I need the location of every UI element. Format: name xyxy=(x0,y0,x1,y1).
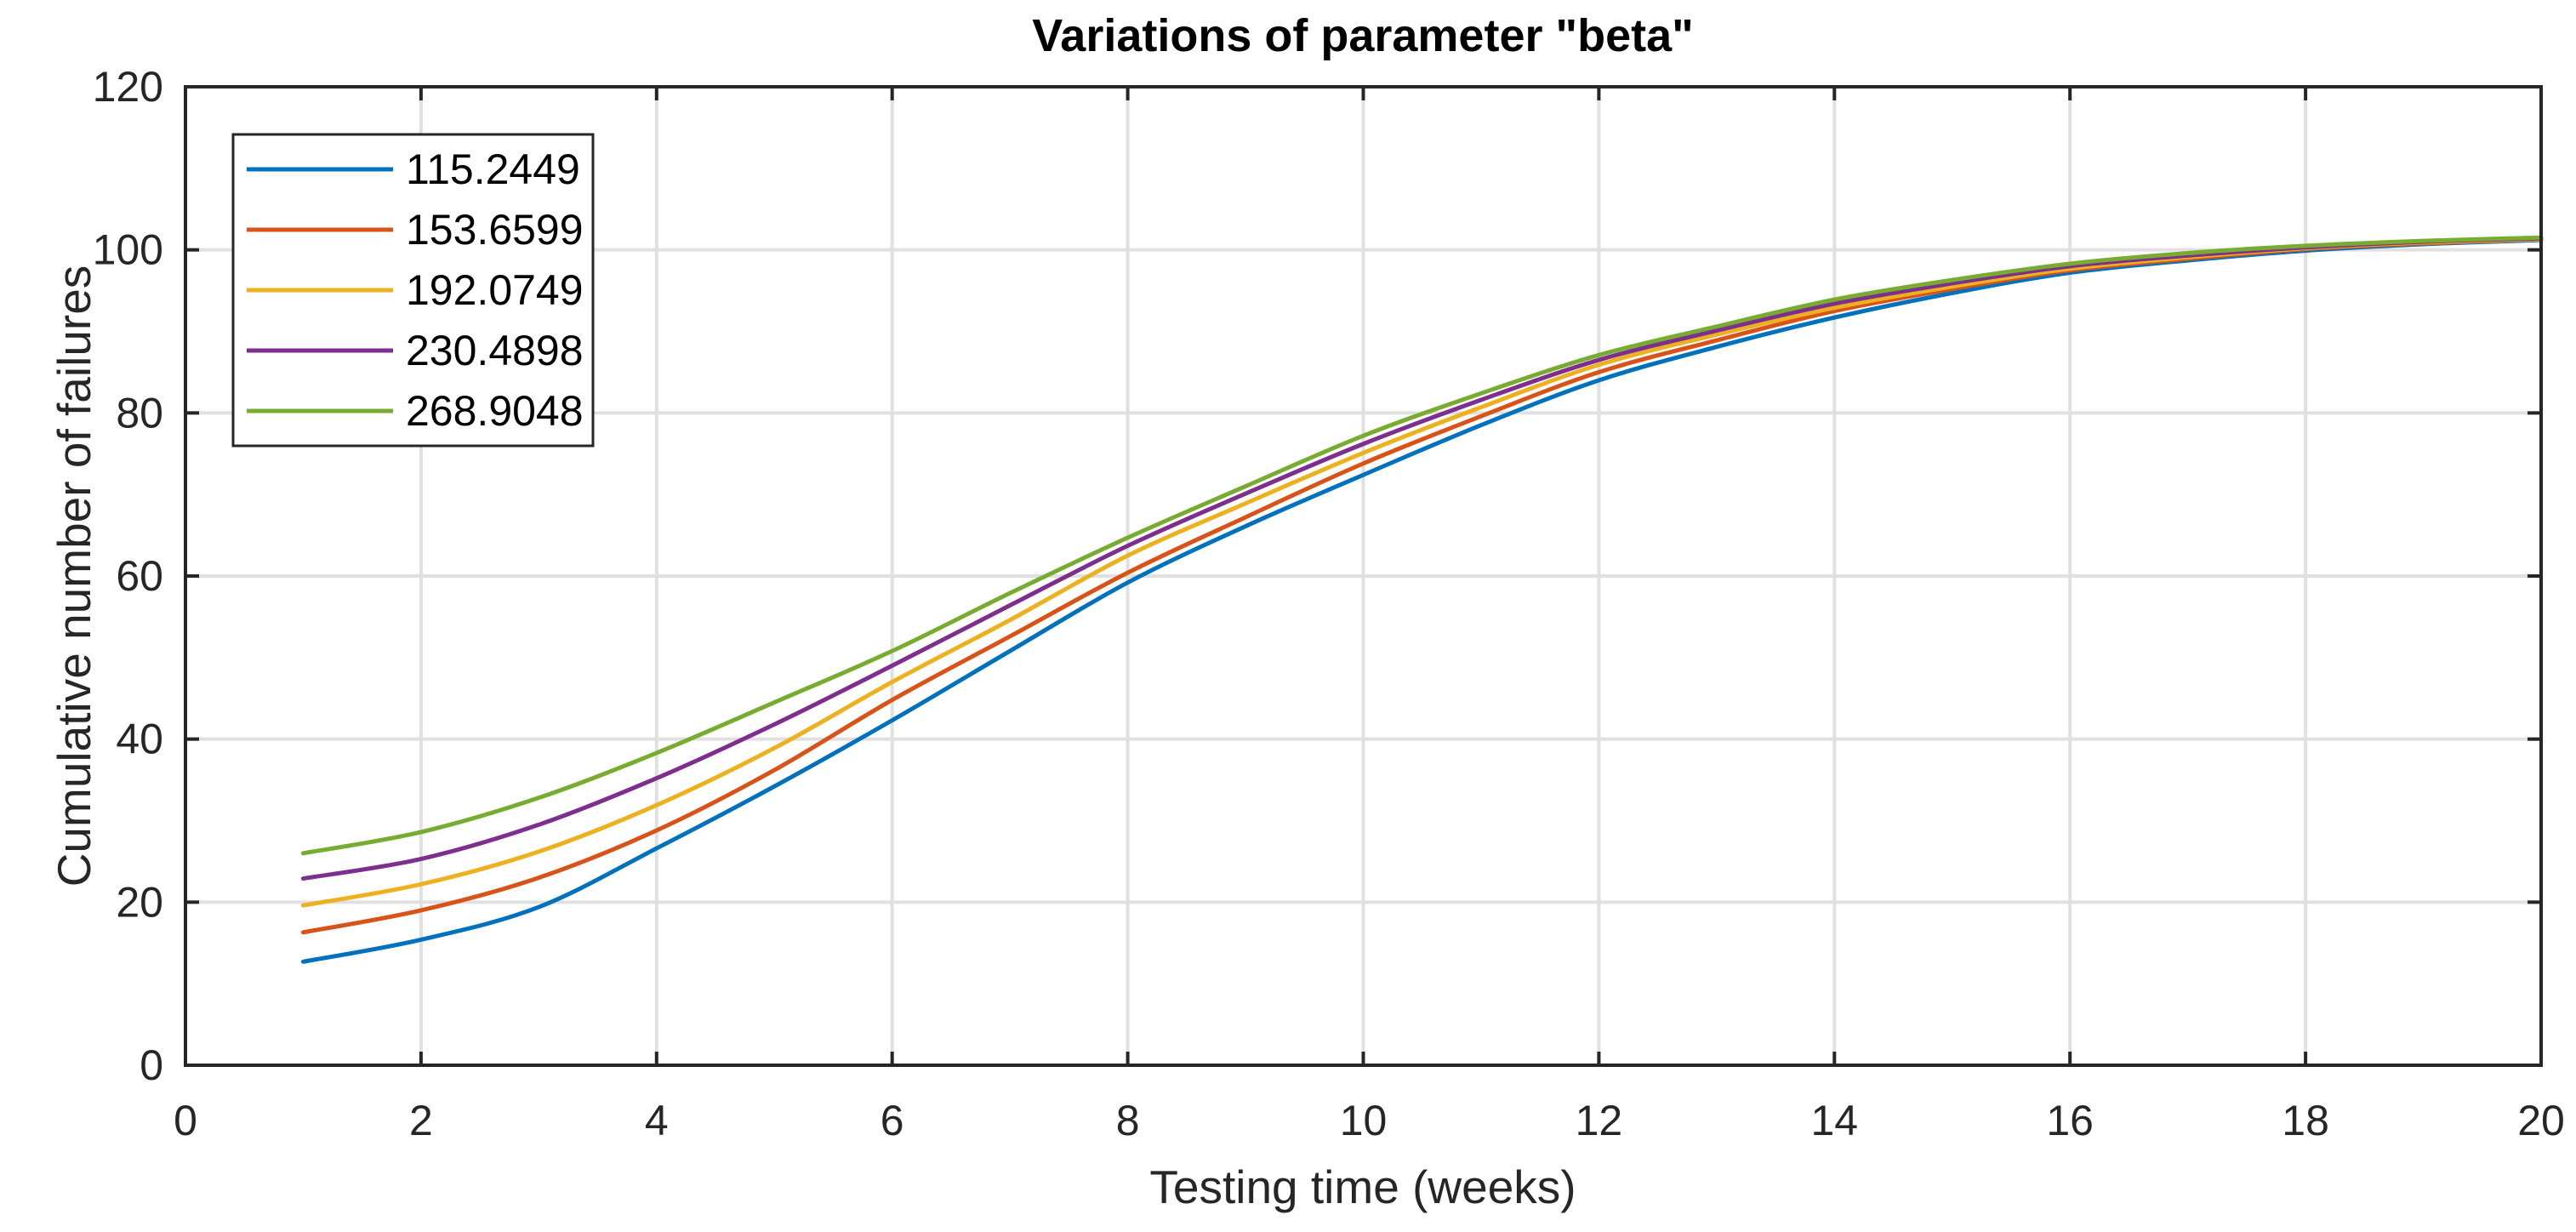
x-tick-label: 8 xyxy=(1116,1097,1140,1144)
legend-entry: 230.4898 xyxy=(247,327,584,374)
y-tick-label: 0 xyxy=(140,1041,163,1089)
x-tick-label: 14 xyxy=(1810,1097,1858,1144)
x-tick-labels: 0 2 4 6 8 10 12 14 16 18 20 xyxy=(174,1097,2565,1144)
legend: 115.2449 153.6599 192.0749 230.4898 268.9048 xyxy=(231,133,595,448)
y-tick-label: 80 xyxy=(116,389,163,436)
series-line-268.9048 xyxy=(300,235,2544,856)
legend-label: 153.6599 xyxy=(406,206,584,254)
y-tick-label: 40 xyxy=(116,716,163,763)
x-tick-label: 0 xyxy=(174,1097,197,1144)
series-line-115.2449 xyxy=(300,237,2544,964)
data-series xyxy=(300,235,2544,964)
axis-ticks xyxy=(184,85,2543,1067)
x-tick-label: 16 xyxy=(2046,1097,2094,1144)
legend-label: 230.4898 xyxy=(406,327,584,374)
x-tick-label: 4 xyxy=(645,1097,669,1144)
legend-label: 115.2449 xyxy=(406,145,580,193)
y-tick-label: 60 xyxy=(116,552,163,600)
legend-label: 268.9048 xyxy=(406,387,584,435)
x-tick-label: 20 xyxy=(2517,1097,2565,1144)
legend-label: 192.0749 xyxy=(406,266,584,314)
x-tick-label: 18 xyxy=(2282,1097,2329,1144)
legend-entry: 115.2449 xyxy=(247,145,580,193)
legend-entry: 268.9048 xyxy=(247,387,584,435)
series-line-192.0749 xyxy=(300,237,2544,908)
y-tick-labels: 0 20 40 60 80 100 120 xyxy=(93,63,163,1089)
legend-entry: 153.6599 xyxy=(247,206,584,254)
y-tick-label: 20 xyxy=(116,878,163,926)
series-line-230.4898 xyxy=(300,236,2544,881)
x-tick-label: 12 xyxy=(1576,1097,1623,1144)
y-tick-label: 120 xyxy=(93,63,163,111)
x-tick-label: 10 xyxy=(1340,1097,1388,1144)
y-axis-label: Cumulative number of failures xyxy=(48,265,100,887)
y-tick-label: 100 xyxy=(93,226,163,274)
x-tick-label: 2 xyxy=(409,1097,433,1144)
chart-title: Variations of parameter "beta" xyxy=(1032,10,1693,61)
series-line-153.6599 xyxy=(300,237,2544,935)
x-axis-label: Testing time (weeks) xyxy=(1149,1161,1576,1213)
x-tick-label: 6 xyxy=(881,1097,904,1144)
legend-entry: 192.0749 xyxy=(247,266,584,314)
